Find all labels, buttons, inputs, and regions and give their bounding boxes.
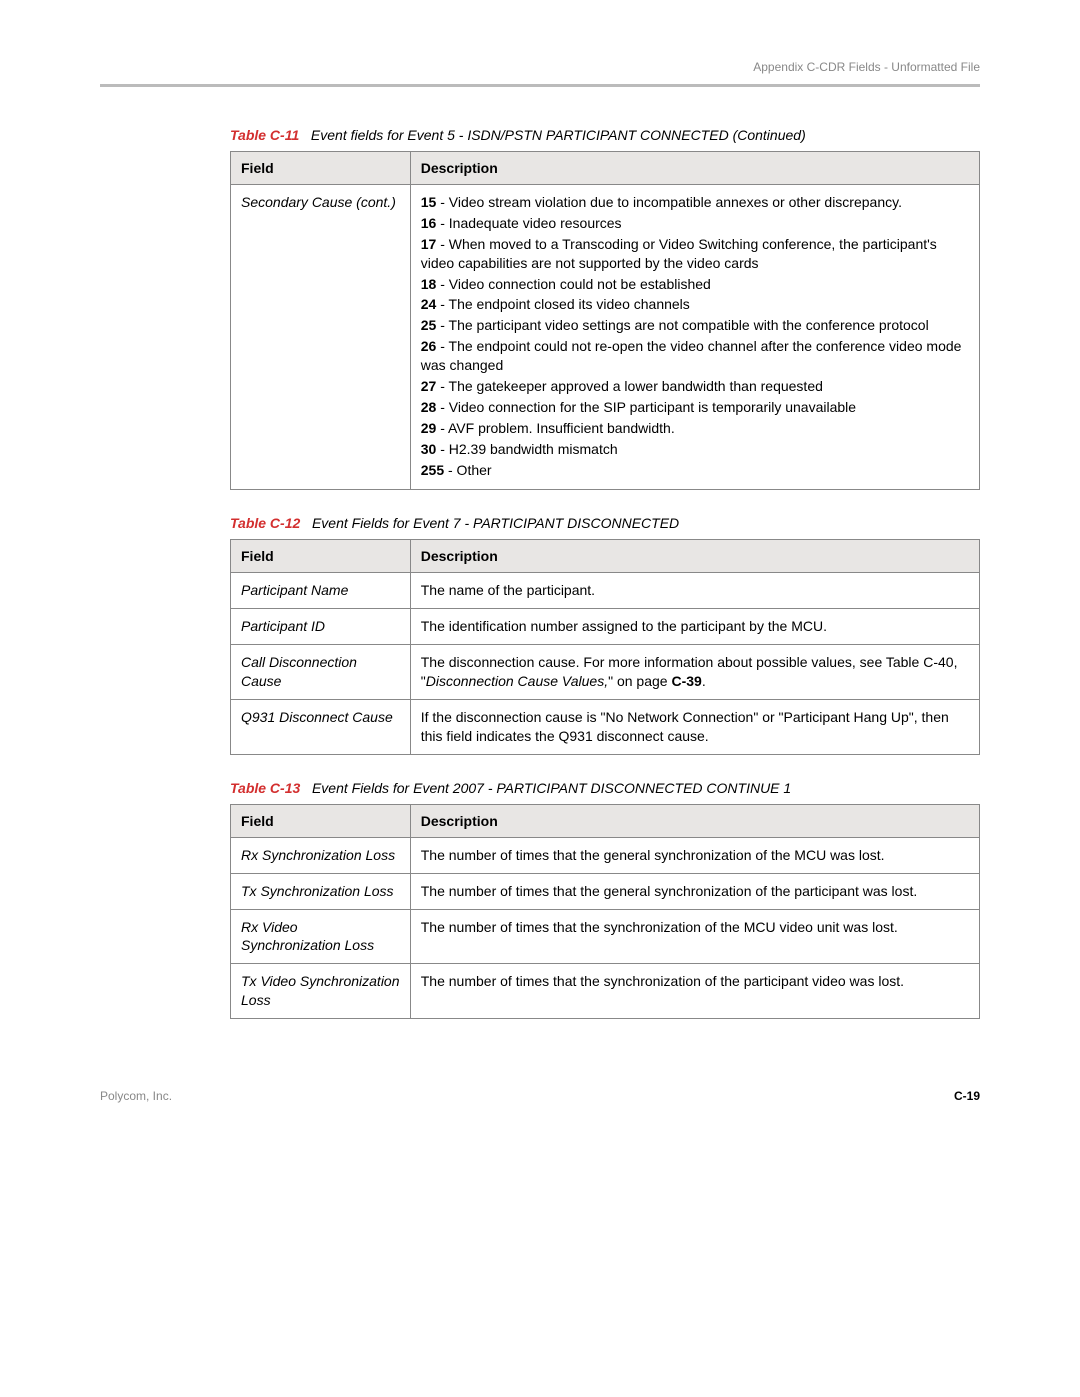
item-text: - Inadequate video resources <box>436 215 621 231</box>
table-header-row: Field Description <box>231 152 980 185</box>
field-cell: Participant ID <box>231 609 411 645</box>
description-item: 16 - Inadequate video resources <box>421 214 969 233</box>
description-item: 255 - Other <box>421 461 969 480</box>
description-cell: The identification number assigned to th… <box>410 609 979 645</box>
caption-label: Table C-11 <box>230 127 299 143</box>
col-header-field: Field <box>231 540 411 573</box>
field-cell: Rx Synchronization Loss <box>231 837 411 873</box>
item-number: 27 <box>421 378 437 394</box>
item-text: - The gatekeeper approved a lower bandwi… <box>436 378 823 394</box>
field-cell: Rx Video Synchronization Loss <box>231 909 411 964</box>
description-item: 18 - Video connection could not be estab… <box>421 275 969 294</box>
item-text: - H2.39 bandwidth mismatch <box>436 441 617 457</box>
desc-reference-page: C-39 <box>671 673 701 689</box>
table-row: Call Disconnection CauseThe disconnectio… <box>231 645 980 700</box>
description-cell: 15 - Video stream violation due to incom… <box>410 185 979 490</box>
table-row: Tx Video Synchronization LossThe number … <box>231 964 980 1019</box>
item-text: - The participant video settings are not… <box>436 317 928 333</box>
table-header-row: Field Description <box>231 804 980 837</box>
field-cell: Tx Synchronization Loss <box>231 873 411 909</box>
item-text: - Video connection could not be establis… <box>436 276 711 292</box>
caption-label: Table C-12 <box>230 515 300 531</box>
desc-reference-italic: Disconnection Cause Values, <box>426 673 608 689</box>
item-number: 24 <box>421 296 437 312</box>
description-cell: The number of times that the synchroniza… <box>410 964 979 1019</box>
table-row: Rx Video Synchronization LossThe number … <box>231 909 980 964</box>
description-item: 24 - The endpoint closed its video chann… <box>421 295 969 314</box>
item-number: 18 <box>421 276 437 292</box>
description-cell: The disconnection cause. For more inform… <box>410 645 979 700</box>
col-header-field: Field <box>231 152 411 185</box>
table-c13-caption: Table C-13 Event Fields for Event 2007 -… <box>230 780 980 796</box>
table-header-row: Field Description <box>231 540 980 573</box>
item-text: - Other <box>444 462 491 478</box>
page-header-text: Appendix C-CDR Fields - Unformatted File <box>100 60 980 74</box>
desc-text: " on page <box>608 673 671 689</box>
item-text: - Video connection for the SIP participa… <box>436 399 856 415</box>
field-cell: Call Disconnection Cause <box>231 645 411 700</box>
description-cell: The number of times that the synchroniza… <box>410 909 979 964</box>
col-header-field: Field <box>231 804 411 837</box>
description-item: 28 - Video connection for the SIP partic… <box>421 398 969 417</box>
item-number: 17 <box>421 236 437 252</box>
item-number: 25 <box>421 317 437 333</box>
description-cell: The number of times that the general syn… <box>410 837 979 873</box>
caption-text: Event Fields for Event 7 - PARTICIPANT D… <box>312 515 679 531</box>
field-cell: Secondary Cause (cont.) <box>231 185 411 490</box>
caption-text: Event fields for Event 5 - ISDN/PSTN PAR… <box>311 127 806 143</box>
item-number: 26 <box>421 338 437 354</box>
table-c13: Field Description Rx Synchronization Los… <box>230 804 980 1019</box>
table-row: Secondary Cause (cont.) 15 - Video stream… <box>231 185 980 490</box>
table-c11: Field Description Secondary Cause (cont.… <box>230 151 980 490</box>
item-text: - The endpoint closed its video channels <box>436 296 689 312</box>
table-row: Rx Synchronization LossThe number of tim… <box>231 837 980 873</box>
description-item: 17 - When moved to a Transcoding or Vide… <box>421 235 969 273</box>
footer-company: Polycom, Inc. <box>100 1089 172 1103</box>
table-row: Tx Synchronization LossThe number of tim… <box>231 873 980 909</box>
description-cell: The name of the participant. <box>410 573 979 609</box>
header-rule <box>100 84 980 87</box>
description-cell: If the disconnection cause is "No Networ… <box>410 700 979 755</box>
description-item: 30 - H2.39 bandwidth mismatch <box>421 440 969 459</box>
table-row: Participant NameThe name of the particip… <box>231 573 980 609</box>
col-header-description: Description <box>410 804 979 837</box>
page-footer: Polycom, Inc. C-19 <box>100 1089 980 1103</box>
item-number: 28 <box>421 399 437 415</box>
description-item: 15 - Video stream violation due to incom… <box>421 193 969 212</box>
table-c12: Field Description Participant NameThe na… <box>230 539 980 754</box>
table-row: Participant IDThe identification number … <box>231 609 980 645</box>
field-cell: Tx Video Synchronization Loss <box>231 964 411 1019</box>
item-number: 15 <box>421 194 437 210</box>
description-item: 25 - The participant video settings are … <box>421 316 969 335</box>
description-cell: The number of times that the general syn… <box>410 873 979 909</box>
item-number: 255 <box>421 462 444 478</box>
table-c12-caption: Table C-12 Event Fields for Event 7 - PA… <box>230 515 980 531</box>
description-item: 27 - The gatekeeper approved a lower ban… <box>421 377 969 396</box>
table-row: Q931 Disconnect CauseIf the disconnectio… <box>231 700 980 755</box>
item-text: - The endpoint could not re-open the vid… <box>421 338 962 373</box>
col-header-description: Description <box>410 152 979 185</box>
description-item: 26 - The endpoint could not re-open the … <box>421 337 969 375</box>
table-c11-caption: Table C-11 Event fields for Event 5 - IS… <box>230 127 980 143</box>
desc-text: . <box>702 673 706 689</box>
field-cell: Q931 Disconnect Cause <box>231 700 411 755</box>
footer-page-number: C-19 <box>954 1089 980 1103</box>
caption-text: Event Fields for Event 2007 - PARTICIPAN… <box>312 780 791 796</box>
caption-label: Table C-13 <box>230 780 300 796</box>
item-number: 29 <box>421 420 437 436</box>
item-text: - When moved to a Transcoding or Video S… <box>421 236 937 271</box>
item-number: 30 <box>421 441 437 457</box>
col-header-description: Description <box>410 540 979 573</box>
item-text: - Video stream violation due to incompat… <box>436 194 902 210</box>
page-container: Appendix C-CDR Fields - Unformatted File… <box>0 0 1080 1153</box>
item-number: 16 <box>421 215 437 231</box>
item-text: - AVF problem. Insufficient bandwidth. <box>436 420 674 436</box>
description-item: 29 - AVF problem. Insufficient bandwidth… <box>421 419 969 438</box>
field-cell: Participant Name <box>231 573 411 609</box>
